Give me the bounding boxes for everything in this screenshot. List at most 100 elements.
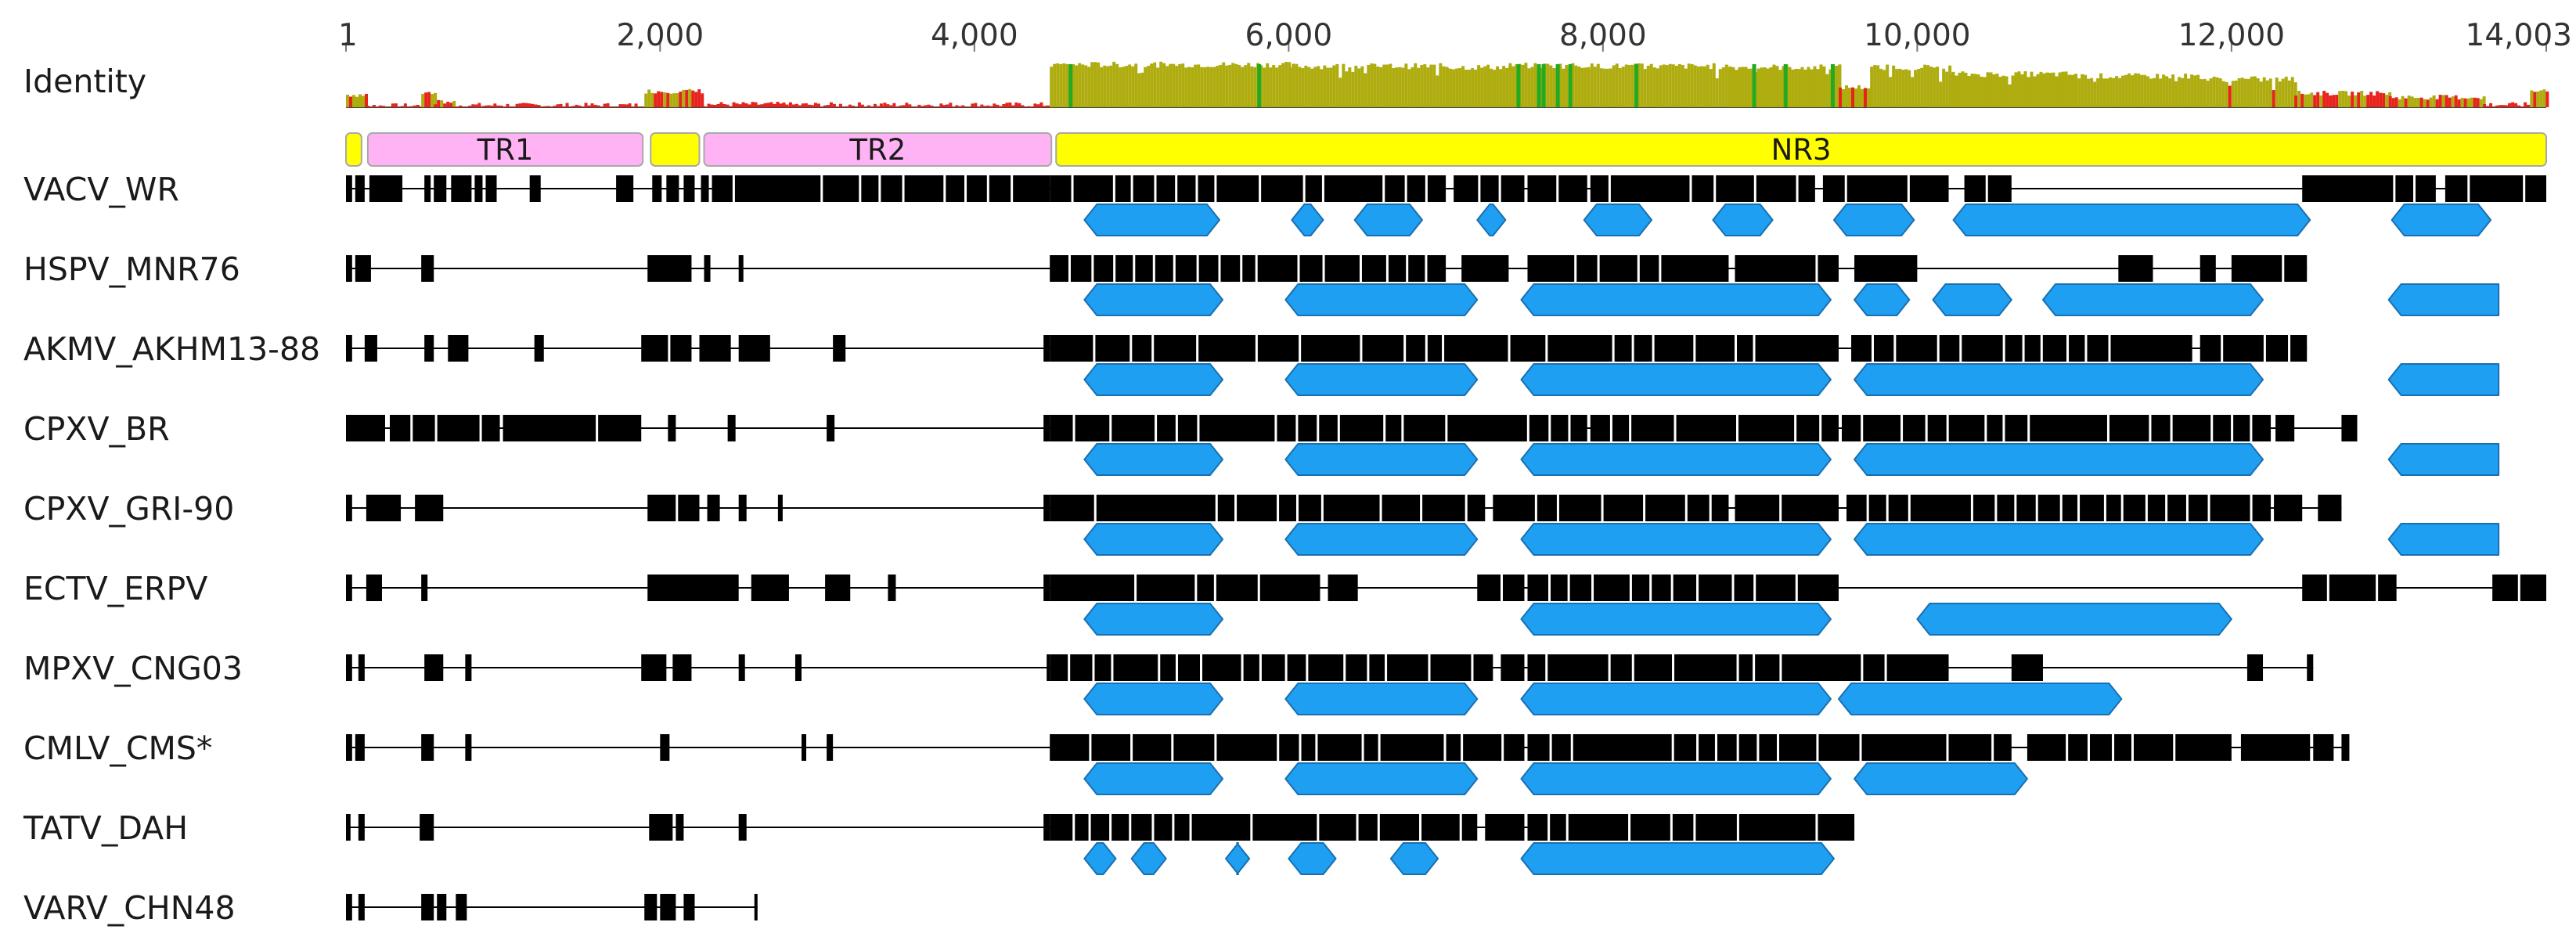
aligned-block [366,575,382,601]
identity-bar [1980,76,1983,107]
identity-bar [1986,72,1990,107]
ruler-label: 8,000 [1559,18,1647,53]
aligned-block [1842,415,2272,441]
identity-bar [358,94,362,107]
ruler-label: 1 [338,18,358,53]
aligned-block [1493,495,1729,521]
gap-stripe [1696,734,1699,761]
gap-stripe [1735,335,1738,362]
sequence-track: VACV_WR [23,171,2546,236]
identity-bar [2426,99,2430,107]
identity-bar [1715,78,1719,107]
identity-bar [1259,65,1263,107]
identity-bar [1106,66,1110,107]
identity-bar [631,106,635,107]
aligned-block [346,734,352,761]
identity-bar [2391,98,2395,107]
identity-bar [1696,66,1700,107]
identity-bar [1351,71,1355,107]
aligned-block [465,654,472,681]
region-tr [703,132,1053,167]
gap-stripe [1908,495,1911,521]
identity-bar [1234,63,1238,107]
identity-bar [669,93,673,107]
identity-bar [1059,63,1063,107]
identity-bar [2517,105,2521,107]
gap-stripe [2120,495,2124,521]
aligned-block [390,415,500,441]
orf-arrow [1520,683,1832,715]
gap-stripe [2040,335,2043,362]
identity-bar [1741,67,1745,107]
identity-bar [2505,105,2509,107]
identity-bar [2196,74,2200,107]
identity-bar [2190,74,2194,107]
gap-stripe [1361,734,1364,761]
gap-stripe [1609,415,1612,441]
identity-bar [1483,66,1487,107]
identity-bar [1838,64,1842,107]
identity-bar [1540,67,1544,107]
sequence-name: HSPV_MNR76 [23,250,240,288]
identity-bar [1414,63,1418,107]
identity-bar [2284,76,2288,107]
identity-bar [615,106,619,107]
identity-bar [1684,68,1688,107]
identity-bar [741,102,745,107]
gap-stripe [1689,175,1692,202]
identity-bar [722,103,726,107]
identity-bar [1112,61,1116,107]
identity-bar [832,103,836,107]
aligned-block [794,654,802,681]
orf-arrow [1583,204,1653,236]
gap-stripe [1574,255,1577,282]
identity-bar [1281,63,1285,107]
orf-arrow [2387,363,2500,396]
identity-bar [568,106,572,107]
identity-bar [1933,67,1937,107]
identity-bar [1278,65,1282,107]
identity-bar [1521,64,1525,107]
identity-bar [841,106,845,107]
identity-bar [1766,68,1770,107]
identity-bar [440,100,444,107]
identity-bar [798,105,802,107]
gap-stripe [1385,255,1389,282]
identity-bar [406,106,410,107]
aligned-block [369,175,403,202]
identity-bar [2508,103,2512,107]
orf-arrow [1952,204,2311,236]
orf-arrow [1083,762,1224,795]
identity-bar [1847,88,1851,107]
identity-bar [2376,91,2380,107]
gap-stripe [1425,335,1428,362]
identity-bar [1637,63,1641,107]
orf-arrow [1854,762,2028,795]
identity-bar [782,103,786,107]
gap-stripe [1612,335,1615,362]
identity-bar [1876,65,1880,107]
identity-bar [2168,78,2172,107]
identity-bar [1439,63,1443,107]
gap-stripe [1091,255,1094,282]
identity-bar [936,106,940,107]
identity-bar [2410,96,2414,107]
identity-bar [1939,81,1943,107]
aligned-block [485,175,497,202]
gap-stripe [1556,175,1559,202]
identity-bar [1502,66,1506,107]
identity-bar [593,104,597,107]
identity-bar [509,106,513,107]
identity-bar [1087,67,1091,107]
identity-bar [419,106,423,107]
gap-stripe [1297,255,1300,282]
identity-bar [427,92,431,107]
identity-bar [905,103,909,107]
aligned-block [1527,814,1839,841]
gap-stripe [2112,734,2115,761]
identity-bar [760,104,764,107]
identity-bar [2524,102,2527,107]
gap-stripe [1673,415,1677,441]
identity-bar [1562,68,1565,107]
gap-stripe [1608,654,1611,681]
